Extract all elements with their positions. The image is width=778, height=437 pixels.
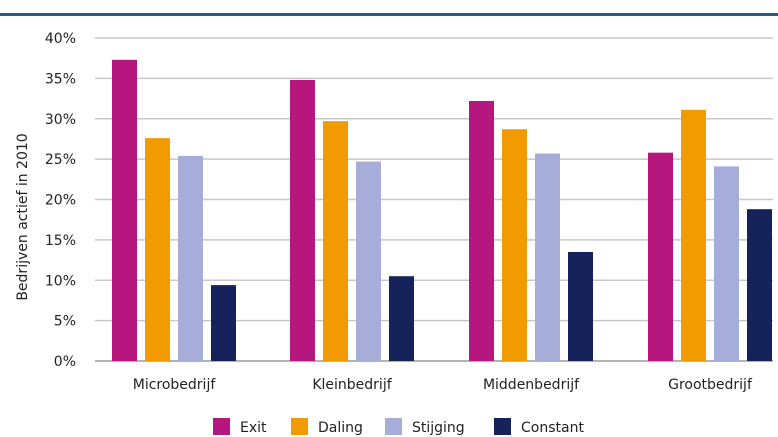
bar-stijging-kleinbedrijf — [356, 161, 381, 361]
y-tick-label: 35% — [45, 71, 76, 87]
legend-label-exit: Exit — [240, 420, 267, 436]
legend-label-daling: Daling — [318, 420, 363, 436]
legend-swatch-constant — [494, 418, 511, 435]
y-axis-label: Bedrijven actief in 2010 — [15, 133, 31, 300]
header-rule — [0, 13, 778, 16]
y-tick-label: 30% — [45, 112, 76, 128]
bar-daling-grootbedrijf — [681, 109, 706, 362]
legend: Exit Daling Stijging Constant — [213, 418, 584, 436]
y-tick-label: 10% — [45, 273, 76, 289]
y-tick-label: 15% — [45, 233, 76, 249]
legend-label-stijging: Stijging — [412, 420, 465, 436]
bar-exit-grootbedrijf — [648, 152, 673, 361]
legend-swatch-daling — [291, 418, 308, 435]
bar-constant-middenbedrijf — [568, 251, 593, 361]
y-tick-label: 40% — [45, 31, 76, 47]
bar-constant-microbedrijf — [211, 285, 236, 361]
bar-exit-kleinbedrijf — [290, 79, 315, 362]
bar-exit-microbedrijf — [112, 59, 137, 362]
legend-label-constant: Constant — [521, 420, 584, 436]
bar-constant-kleinbedrijf — [389, 276, 414, 361]
bar-exit-middenbedrijf — [469, 100, 494, 362]
y-axis-ticks: 0% 5% 10% 15% 20% 25% 30% 35% 40% — [45, 31, 76, 370]
y-tick-label: 0% — [54, 354, 76, 370]
legend-swatch-stijging — [385, 418, 402, 435]
bar-stijging-middenbedrijf — [535, 153, 560, 361]
bars — [112, 59, 772, 362]
bar-daling-microbedrijf — [145, 138, 170, 361]
bar-constant-grootbedrijf — [747, 209, 772, 361]
y-tick-label: 25% — [45, 152, 76, 168]
bar-daling-middenbedrijf — [502, 129, 527, 361]
x-category-label: Kleinbedrijf — [312, 377, 392, 393]
x-category-label: Grootbedrijf — [668, 377, 753, 393]
legend-swatch-exit — [213, 418, 230, 435]
x-category-label: Middenbedrijf — [483, 377, 580, 393]
y-tick-label: 5% — [54, 314, 76, 330]
bar-daling-kleinbedrijf — [323, 121, 348, 361]
bar-stijging-grootbedrijf — [714, 166, 739, 361]
x-category-label: Microbedrijf — [133, 377, 217, 393]
bar-stijging-microbedrijf — [178, 155, 203, 361]
x-axis-categories: Microbedrijf Kleinbedrijf Middenbedrijf Gro… — [133, 377, 753, 393]
y-tick-label: 20% — [45, 193, 76, 209]
